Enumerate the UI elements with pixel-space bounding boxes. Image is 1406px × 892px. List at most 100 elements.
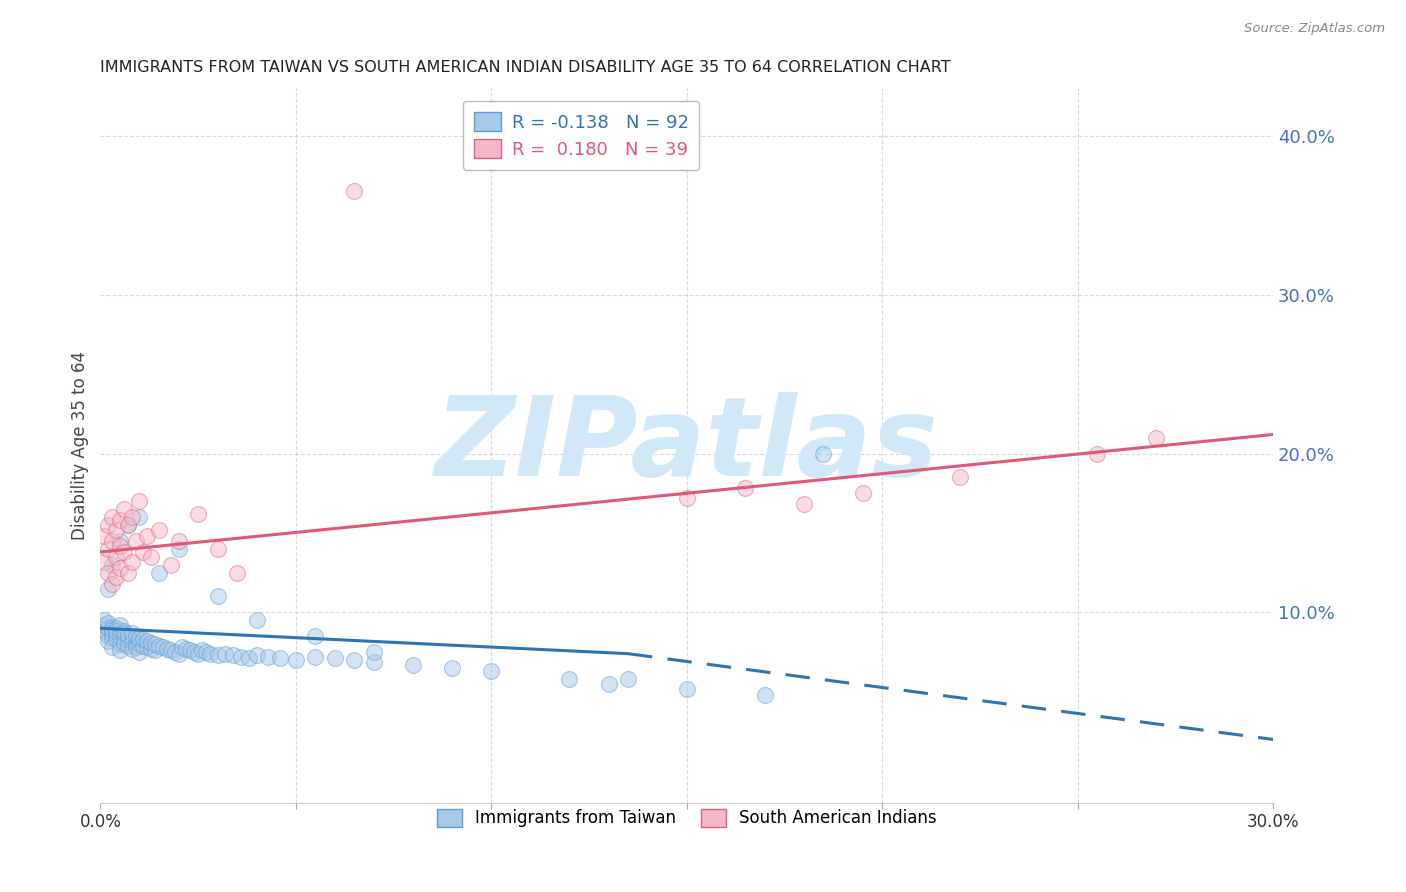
Point — [97, 634, 120, 648]
Point — [121, 555, 143, 569]
Point — [108, 561, 131, 575]
Point — [304, 649, 326, 664]
Point — [343, 185, 366, 199]
Point — [97, 518, 120, 533]
Legend: Immigrants from Taiwan, South American Indians: Immigrants from Taiwan, South American I… — [430, 802, 943, 834]
Point — [104, 570, 127, 584]
Point — [675, 681, 697, 696]
Point — [108, 533, 131, 548]
Point — [117, 639, 139, 653]
Point — [112, 626, 135, 640]
Point — [187, 647, 209, 661]
Point — [246, 648, 269, 663]
Point — [108, 539, 131, 553]
Text: ZIPatlas: ZIPatlas — [434, 392, 939, 500]
Point — [121, 641, 143, 656]
Point — [101, 626, 124, 640]
Point — [167, 541, 190, 556]
Point — [141, 635, 163, 649]
Point — [93, 613, 115, 627]
Point — [132, 545, 155, 559]
Text: IMMIGRANTS FROM TAIWAN VS SOUTH AMERICAN INDIAN DISABILITY AGE 35 TO 64 CORRELAT: IMMIGRANTS FROM TAIWAN VS SOUTH AMERICAN… — [100, 60, 950, 75]
Point — [191, 643, 214, 657]
Point — [128, 637, 150, 651]
Point — [117, 632, 139, 647]
Point — [159, 558, 181, 572]
Point — [179, 643, 201, 657]
Point — [101, 533, 124, 548]
Point — [97, 616, 120, 631]
Point — [136, 640, 159, 655]
Point — [132, 632, 155, 647]
Point — [226, 566, 249, 580]
Point — [136, 634, 159, 648]
Point — [148, 566, 170, 580]
Point — [97, 566, 120, 580]
Y-axis label: Disability Age 35 to 64: Disability Age 35 to 64 — [72, 351, 89, 541]
Point — [141, 549, 163, 564]
Point — [132, 639, 155, 653]
Point — [121, 626, 143, 640]
Point — [124, 629, 146, 643]
Point — [187, 507, 209, 521]
Point — [1144, 431, 1167, 445]
Point — [93, 618, 115, 632]
Point — [117, 627, 139, 641]
Point — [101, 640, 124, 655]
Point — [257, 649, 280, 664]
Point — [93, 555, 115, 569]
Point — [167, 647, 190, 661]
Point — [117, 518, 139, 533]
Point — [141, 641, 163, 656]
Point — [1085, 446, 1108, 460]
Point — [402, 657, 425, 672]
Point — [148, 523, 170, 537]
Point — [101, 576, 124, 591]
Point — [363, 655, 385, 669]
Point — [124, 533, 146, 548]
Point — [101, 510, 124, 524]
Point — [97, 582, 120, 596]
Point — [104, 621, 127, 635]
Point — [112, 624, 135, 639]
Point — [558, 672, 581, 686]
Point — [97, 629, 120, 643]
Point — [104, 549, 127, 564]
Point — [101, 631, 124, 645]
Point — [304, 629, 326, 643]
Point — [108, 618, 131, 632]
Point — [441, 661, 464, 675]
Point — [167, 533, 190, 548]
Point — [112, 631, 135, 645]
Point — [108, 629, 131, 643]
Point — [207, 541, 229, 556]
Point — [246, 613, 269, 627]
Point — [813, 446, 835, 460]
Point — [949, 470, 972, 484]
Point — [117, 566, 139, 580]
Point — [124, 635, 146, 649]
Point — [754, 688, 776, 702]
Point — [124, 640, 146, 655]
Point — [128, 631, 150, 645]
Point — [793, 497, 815, 511]
Point — [163, 645, 186, 659]
Point — [156, 641, 179, 656]
Point — [101, 623, 124, 637]
Point — [104, 632, 127, 647]
Point — [198, 647, 221, 661]
Point — [121, 510, 143, 524]
Point — [675, 491, 697, 505]
Point — [207, 648, 229, 663]
Point — [238, 651, 260, 665]
Point — [128, 645, 150, 659]
Text: Source: ZipAtlas.com: Source: ZipAtlas.com — [1244, 22, 1385, 36]
Point — [284, 653, 307, 667]
Point — [172, 640, 194, 655]
Point — [152, 640, 174, 655]
Point — [363, 645, 385, 659]
Point — [143, 637, 166, 651]
Point — [148, 639, 170, 653]
Point — [598, 677, 620, 691]
Point — [207, 590, 229, 604]
